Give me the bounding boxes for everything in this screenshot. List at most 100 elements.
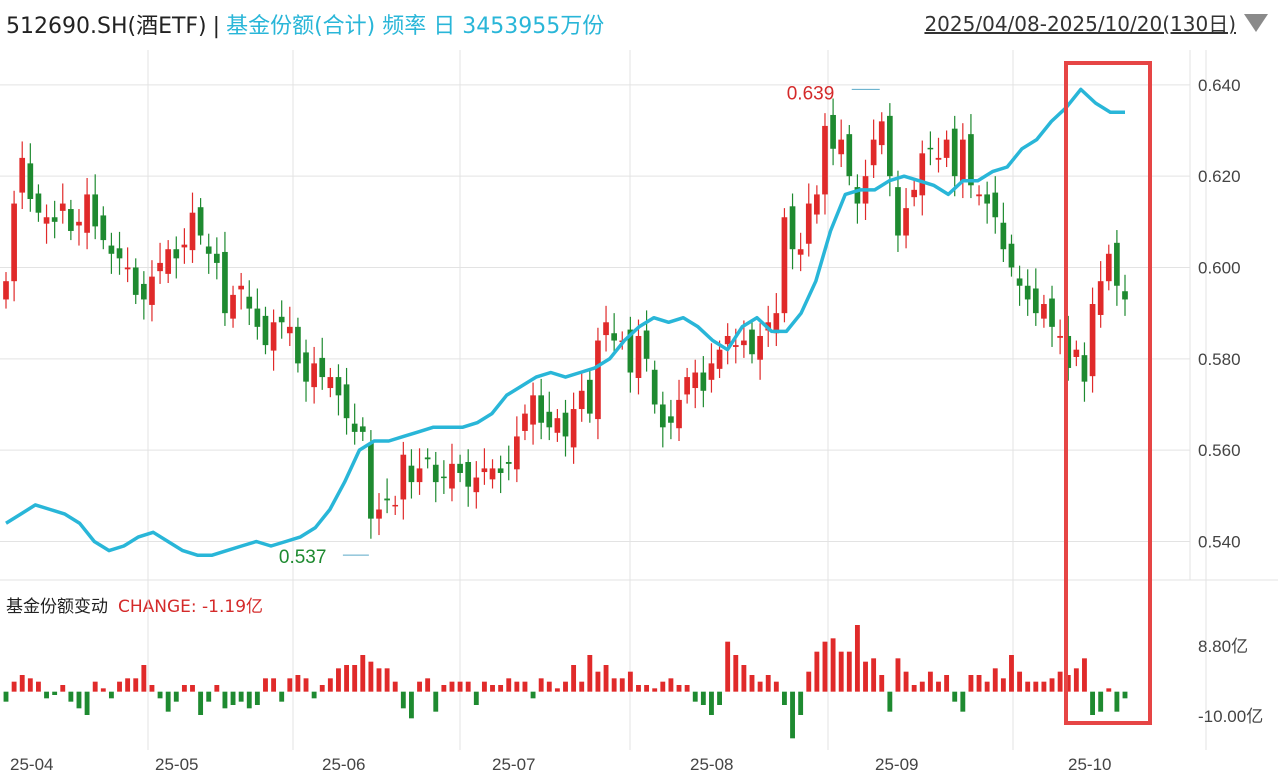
- candle-body: [473, 477, 480, 493]
- candle-body: [441, 476, 447, 479]
- candle-body: [19, 157, 26, 193]
- candle-body: [254, 308, 261, 327]
- candle-body: [1105, 253, 1112, 282]
- change-bar: [1025, 681, 1031, 692]
- change-bar: [108, 691, 114, 699]
- change-bar: [60, 685, 66, 692]
- candle-body: [205, 246, 212, 254]
- candle-body: [659, 404, 666, 428]
- change-bar: [246, 691, 252, 709]
- change-bar: [968, 675, 974, 692]
- change-bar: [603, 665, 609, 692]
- change-bar: [1082, 658, 1087, 692]
- change-bar: [563, 681, 568, 692]
- change-bar: [490, 685, 495, 692]
- change-bar: [765, 675, 771, 692]
- candle-body: [222, 251, 228, 314]
- candle-body: [514, 436, 520, 470]
- dropdown-triangle-icon[interactable]: [1244, 13, 1268, 32]
- change-bar: [506, 678, 512, 692]
- change-bar: [206, 691, 212, 702]
- candle-body: [481, 468, 488, 473]
- change-bar: [717, 691, 722, 705]
- date-range-text[interactable]: 2025/04/08-2025/10/20(130日): [924, 12, 1236, 36]
- change-bar: [644, 685, 650, 692]
- candle-body: [11, 203, 17, 282]
- candle-body: [814, 194, 820, 215]
- y-tick-label: 0.600: [1198, 258, 1241, 277]
- change-bar: [1122, 691, 1128, 699]
- candle-body: [700, 372, 707, 391]
- candle-body: [595, 340, 601, 420]
- change-bar: [944, 675, 950, 692]
- change-bar: [1033, 681, 1039, 692]
- y-tick-label: 0.640: [1198, 76, 1241, 95]
- change-bar: [254, 691, 260, 705]
- candle-body: [327, 377, 334, 389]
- candle-body: [684, 377, 690, 395]
- header-separator: |: [212, 14, 221, 39]
- change-bar: [1065, 675, 1071, 692]
- date-range-selector[interactable]: 2025/04/08-2025/10/20(130日): [924, 8, 1268, 37]
- change-bar: [481, 681, 487, 692]
- candle-body: [724, 335, 731, 345]
- candle-body: [870, 139, 877, 166]
- change-bar: [1098, 691, 1104, 712]
- candle-body: [627, 329, 634, 373]
- change-bar: [449, 681, 455, 692]
- sub-y-tick-label: -10.00亿: [1198, 707, 1263, 726]
- x-tick-label: 25-05: [155, 755, 198, 774]
- candle-body: [830, 114, 836, 149]
- candle-body: [432, 464, 439, 483]
- change-bar: [854, 625, 860, 692]
- candle-body: [919, 153, 926, 196]
- candle-body: [173, 249, 180, 259]
- change-bar: [984, 681, 990, 692]
- change-bar: [927, 671, 933, 692]
- change-bar: [457, 681, 463, 692]
- change-bar: [757, 681, 763, 692]
- change-bar: [352, 665, 358, 692]
- change-bar: [3, 691, 9, 702]
- change-bar: [271, 678, 277, 692]
- candle-body: [68, 209, 74, 231]
- sub-chart-title: 基金份额变动: [6, 597, 108, 617]
- change-bar: [27, 678, 33, 692]
- candle-body: [311, 363, 317, 388]
- x-tick-label: 25-10: [1068, 755, 1111, 774]
- highlight-box: [1064, 61, 1152, 725]
- candle-body: [295, 326, 301, 364]
- change-bar: [1073, 668, 1079, 692]
- candle-body: [165, 249, 172, 274]
- candle-body: [124, 267, 131, 270]
- candle-body: [457, 463, 463, 473]
- candle-body: [76, 221, 82, 226]
- change-bar: [92, 681, 98, 692]
- candle-body: [286, 326, 293, 334]
- change-bar: [311, 691, 317, 699]
- candle-body: [1065, 335, 1072, 368]
- change-bar: [279, 691, 285, 702]
- candle-body: [465, 462, 472, 487]
- candlestick-series: [3, 98, 1128, 539]
- change-bar: [441, 685, 447, 692]
- x-tick-label: 25-09: [875, 755, 918, 774]
- change-bar: [806, 671, 812, 692]
- candle-body: [611, 333, 617, 341]
- change-bar: [782, 691, 787, 705]
- y-tick-label: 0.620: [1198, 167, 1241, 186]
- candle-body: [400, 454, 407, 500]
- change-bar: [538, 678, 544, 692]
- candle-body: [149, 276, 155, 305]
- candle-body: [643, 330, 650, 359]
- grid-lines: [0, 50, 1278, 750]
- change-bar: [36, 681, 41, 692]
- change-bar: [668, 678, 674, 692]
- candle-body: [708, 363, 715, 380]
- change-bar: [157, 691, 163, 699]
- change-bar: [895, 658, 901, 692]
- candle-body: [343, 384, 350, 419]
- candle-body: [789, 206, 796, 250]
- candle-body: [497, 468, 504, 473]
- candle-body: [368, 442, 374, 519]
